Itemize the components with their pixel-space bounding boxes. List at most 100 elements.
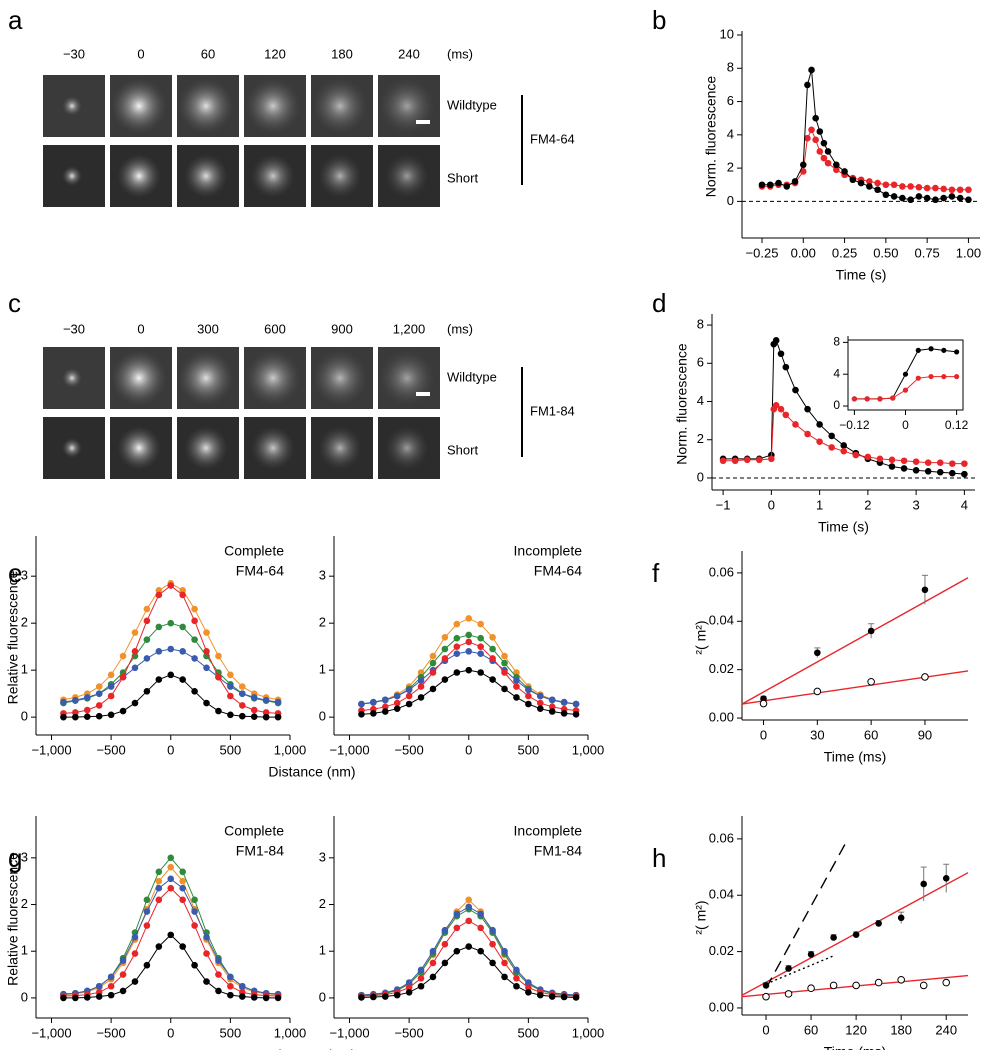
data-point — [874, 186, 881, 194]
data-point — [60, 698, 67, 706]
data-point — [902, 387, 909, 393]
x-tick-label: 0 — [465, 1025, 472, 1040]
annotation: Complete — [224, 823, 284, 839]
data-point — [941, 347, 947, 353]
data-point — [107, 683, 115, 690]
data-point — [907, 183, 914, 190]
data-point — [179, 896, 186, 904]
data-point — [489, 926, 496, 934]
data-point — [143, 636, 151, 643]
data-point — [852, 451, 860, 459]
data-point — [851, 396, 857, 402]
data-point — [465, 648, 473, 655]
data-point — [940, 185, 947, 193]
y-tick-label: 10 — [720, 26, 734, 41]
data-point — [877, 396, 883, 402]
data-point — [143, 961, 151, 969]
data-point — [155, 648, 163, 655]
fluorescent-spot — [117, 426, 161, 470]
x-tick-label: −500 — [96, 742, 125, 757]
data-point — [191, 922, 198, 929]
data-point — [417, 677, 425, 684]
fluorescent-spot — [379, 350, 435, 406]
data-point — [477, 643, 484, 650]
y-tick-label: 0.04 — [709, 887, 734, 902]
data-point — [782, 411, 790, 419]
time-label: 0 — [137, 46, 144, 61]
fluorescent-spot — [111, 78, 167, 134]
data-point — [813, 687, 822, 696]
data-point — [537, 692, 544, 700]
data-point — [864, 396, 870, 402]
time-label: 300 — [197, 321, 219, 336]
data-point — [131, 978, 139, 985]
data-point — [820, 154, 828, 162]
data-point — [949, 469, 956, 477]
data-point — [274, 713, 282, 721]
fluorescent-spot — [184, 426, 228, 470]
fluorescent-spot — [318, 154, 362, 198]
data-point — [370, 993, 377, 1001]
data-point — [191, 617, 198, 625]
y-tick-label: 1 — [21, 943, 28, 958]
data-point — [83, 713, 91, 720]
panel-label: d — [652, 288, 666, 318]
data-point — [840, 447, 848, 455]
unit-label: (ms) — [447, 46, 473, 61]
data-point — [824, 159, 832, 167]
fluorescent-spot — [178, 350, 234, 406]
data-point — [405, 989, 413, 996]
data-point — [537, 705, 544, 712]
data-point — [759, 699, 768, 708]
data-point — [155, 586, 163, 594]
data-point — [107, 973, 115, 981]
data-point — [882, 191, 890, 199]
data-point — [191, 908, 198, 915]
x-tick-label: 1,000 — [572, 1025, 605, 1040]
data-point — [924, 459, 932, 466]
data-point — [155, 676, 163, 683]
x-tick-label: 0 — [768, 497, 775, 512]
data-point — [888, 463, 896, 470]
data-point — [513, 669, 520, 676]
data-point — [72, 696, 79, 704]
unit-label: (ms) — [447, 321, 473, 336]
data-point — [477, 620, 484, 628]
data-point — [915, 193, 923, 200]
y-tick-label: 0.00 — [709, 999, 734, 1014]
data-point — [799, 161, 807, 169]
x-axis-label: Time (ms) — [824, 1044, 886, 1050]
data-point — [143, 896, 151, 904]
fluorescent-spot — [62, 368, 82, 388]
annotation: Incomplete — [514, 823, 583, 839]
y-axis-label: Norm. fluorescence — [703, 76, 719, 198]
y-tick-label: 0.06 — [709, 564, 734, 579]
data-point — [107, 991, 115, 999]
data-point — [465, 917, 473, 925]
data-point — [808, 66, 815, 74]
data-point — [203, 978, 210, 985]
data-point — [191, 605, 198, 613]
data-point — [215, 971, 222, 978]
y-tick-label: 0 — [21, 989, 28, 1004]
y-tick-label: 6 — [697, 355, 704, 370]
data-point — [405, 692, 413, 700]
data-point — [548, 993, 556, 1000]
data-point — [816, 128, 824, 135]
y-tick-label: 4 — [833, 366, 840, 380]
data-point — [537, 991, 544, 999]
data-point — [775, 179, 782, 187]
data-point — [489, 959, 496, 967]
data-point — [441, 959, 449, 967]
data-point — [912, 458, 920, 466]
data-point — [876, 455, 884, 463]
data-point — [227, 711, 234, 719]
data-point — [890, 193, 898, 200]
data-point — [820, 139, 828, 147]
data-point — [923, 184, 931, 192]
data-point — [537, 699, 544, 707]
data-point — [489, 633, 496, 641]
time-label: −30 — [63, 46, 85, 61]
data-point — [143, 922, 151, 929]
data-point — [900, 465, 908, 472]
